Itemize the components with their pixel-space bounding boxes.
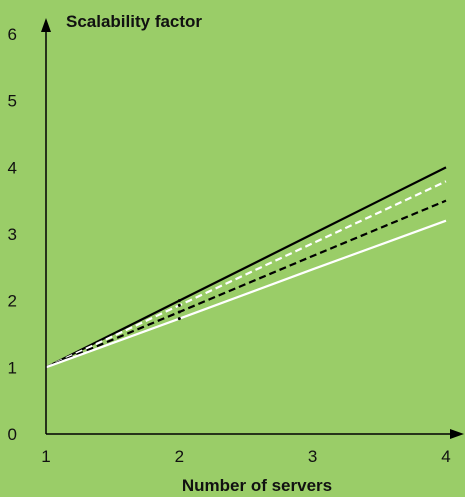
y-axis-arrow-icon — [41, 18, 51, 32]
x-tick-label-4: 4 — [441, 447, 450, 466]
tick-labels: 0 1 2 3 4 5 6 1 2 3 4 — [8, 25, 451, 466]
x-tick-label-1: 1 — [41, 447, 50, 466]
series-line-3 — [45, 199, 447, 369]
data-marker-1 — [177, 299, 181, 303]
y-tick-label-1: 1 — [8, 358, 17, 377]
data-marker-4 — [177, 317, 181, 321]
y-tick-label-0: 0 — [8, 425, 17, 444]
x-axis-arrow-icon — [450, 429, 464, 439]
data-marker-2 — [177, 303, 181, 307]
series-layer — [45, 166, 447, 369]
axis-layer — [41, 18, 464, 439]
x-tick-label-2: 2 — [175, 447, 184, 466]
x-tick-label-3: 3 — [308, 447, 317, 466]
y-tick-label-6: 6 — [8, 25, 17, 44]
series-line-4 — [45, 219, 447, 369]
series-line-2 — [45, 180, 447, 369]
y-axis-title: Scalability factor — [66, 12, 202, 31]
data-marker-3 — [177, 310, 181, 314]
y-tick-label-3: 3 — [8, 225, 17, 244]
x-axis-title: Number of servers — [182, 476, 332, 495]
y-tick-label-5: 5 — [8, 92, 17, 111]
series-line-1 — [45, 166, 447, 369]
y-tick-label-4: 4 — [8, 158, 17, 177]
y-tick-label-2: 2 — [8, 292, 17, 311]
